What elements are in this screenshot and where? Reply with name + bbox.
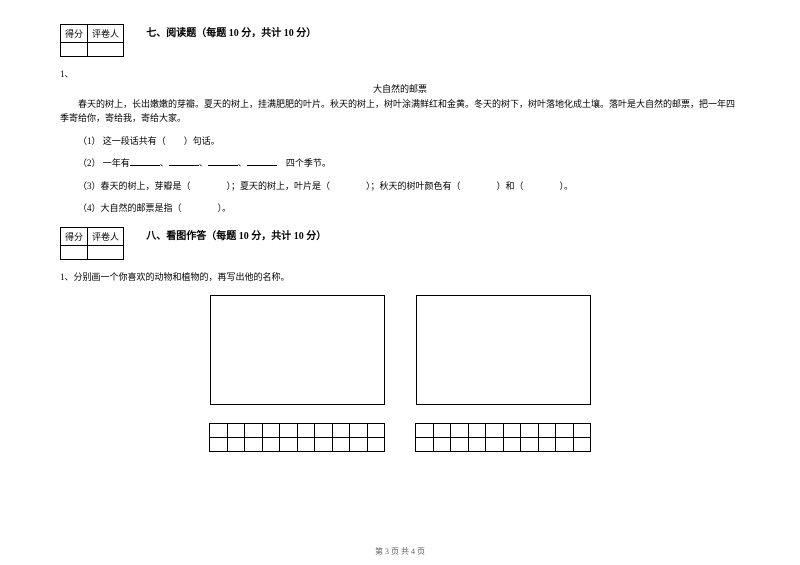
blank <box>169 156 199 166</box>
blank <box>130 156 160 166</box>
blank <box>208 156 238 166</box>
score-box-8: 得分 评卷人 <box>60 227 124 260</box>
sub-q-2-d: 、 <box>238 158 247 168</box>
grader-cell-empty <box>88 246 124 260</box>
sub-q-2: （2） 一年有 、 、 、 四个季节。 <box>78 156 740 170</box>
score-cell-label: 得分 <box>61 25 88 43</box>
drawing-area <box>60 295 740 452</box>
score-box-7: 得分 评卷人 <box>60 24 124 57</box>
sub-q-2-b: 、 <box>160 158 169 168</box>
draw-col-1 <box>209 295 385 452</box>
score-cell-label: 得分 <box>61 228 88 246</box>
section-7-title: 七、阅读题（每题 10 分，共计 10 分） <box>146 24 316 39</box>
draw-col-2 <box>415 295 591 452</box>
sub-q-2-a: （2） 一年有 <box>78 158 130 168</box>
section-7-header: 得分 评卷人 七、阅读题（每题 10 分，共计 10 分） <box>60 24 740 61</box>
sub-q-2-c: 、 <box>199 158 208 168</box>
grader-cell-empty <box>88 43 124 57</box>
grader-cell-label: 评卷人 <box>88 228 124 246</box>
q8-1: 1、分别画一个你喜欢的动物和植物的，再写出他的名称。 <box>60 270 740 283</box>
section-8-header: 得分 评卷人 八、看图作答（每题 10 分，共计 10 分） <box>60 227 740 264</box>
draw-box-1 <box>210 295 385 405</box>
passage-text: 春天的树上，长出嫩嫩的芽瓣。夏天的树上，挂满肥肥的叶片。秋天的树上，树叶涂满鲜红… <box>60 97 740 126</box>
blank <box>247 156 277 166</box>
passage-title: 大自然的邮票 <box>60 82 740 95</box>
write-grid-1 <box>209 423 385 452</box>
sub-q-3: （3）春天的树上，芽瓣是（ ）；夏天的树上，叶片是（ ）；秋天的树叶颜色有（ ）… <box>78 179 740 193</box>
score-cell-empty <box>61 43 88 57</box>
q7-1-num: 1、 <box>60 67 740 80</box>
section-8-title: 八、看图作答（每题 10 分，共计 10 分） <box>146 227 326 242</box>
write-grid-2 <box>415 423 591 452</box>
sub-q-2-e: 四个季节。 <box>277 158 331 168</box>
draw-box-2 <box>416 295 591 405</box>
sub-q-1: （1） 这一段话共有（ ）句话。 <box>78 134 740 148</box>
score-cell-empty <box>61 246 88 260</box>
sub-q-4: （4）大自然的邮票是指（ ）。 <box>78 201 740 215</box>
page-footer: 第 3 页 共 4 页 <box>0 546 800 557</box>
grader-cell-label: 评卷人 <box>88 25 124 43</box>
